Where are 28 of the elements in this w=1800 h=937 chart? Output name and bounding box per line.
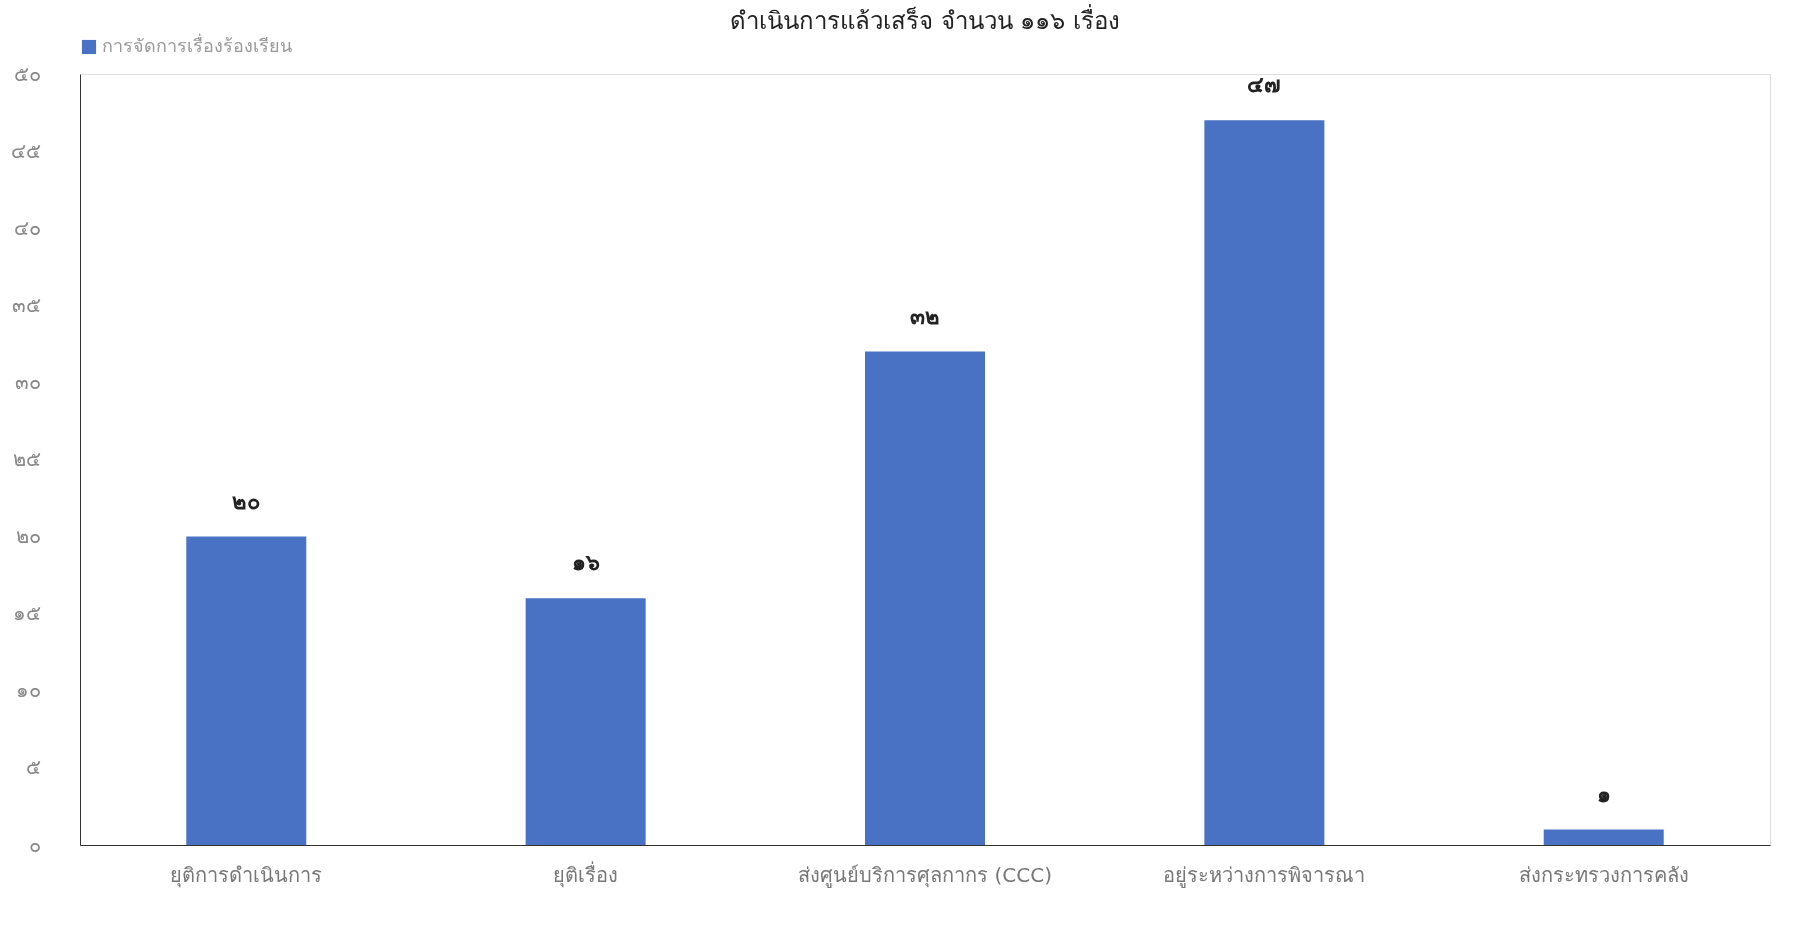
y-tick-label: ๕๐	[13, 61, 41, 86]
data-label: ๔๗	[1247, 72, 1282, 98]
y-tick-label: ๐	[28, 832, 41, 857]
chart-title: ดำเนินการแล้วเสร็จ จำนวน ๑๑๖ เรื่อง	[730, 4, 1120, 35]
y-tick-label: ๒๕	[12, 447, 41, 471]
bar	[1543, 829, 1664, 845]
x-tick-label: ส่งศูนย์บริการศุลกากร (CCC)	[798, 862, 1052, 888]
bar	[186, 536, 307, 845]
y-tick-label: ๓๕	[11, 292, 41, 317]
y-tick-label: ๔๐	[13, 215, 41, 240]
x-tick-label: ยุติการดำเนินการ	[170, 862, 323, 888]
x-tick-label: อยู่ระหว่างการพิจารณา	[1163, 862, 1366, 888]
data-label: ๑	[1596, 781, 1611, 807]
bar	[525, 598, 646, 845]
y-tick-label: ๑๕	[12, 601, 41, 626]
bar	[1204, 120, 1325, 845]
legend-label: การจัดการเรื่องร้องเรียน	[102, 33, 292, 56]
x-tick-label: ยุติเรื่อง	[553, 860, 619, 888]
y-tick-label: ๒๐	[15, 524, 41, 549]
y-tick-label: ๓๐	[14, 369, 41, 394]
y-tick-label: ๕	[25, 755, 41, 780]
data-label: ๑๖	[571, 550, 600, 576]
data-label: ๒๐	[232, 488, 261, 514]
bar	[865, 351, 985, 845]
x-tick-label: ส่งกระทรวงการคลัง	[1518, 862, 1689, 887]
y-tick-label: ๔๕	[10, 138, 41, 163]
y-tick-label: ๑๐	[15, 678, 41, 703]
data-label: ๓๒	[910, 303, 940, 329]
